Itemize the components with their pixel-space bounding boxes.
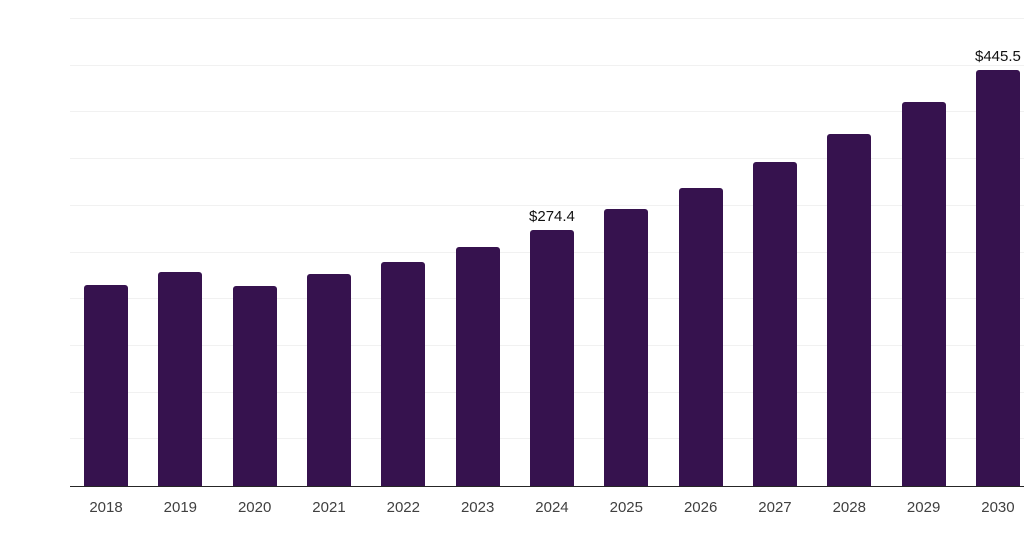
bar-2029 — [901, 101, 946, 486]
bar-2020 — [232, 285, 277, 486]
bar-value-label: $445.5 — [974, 47, 1021, 65]
x-tick-label: 2020 — [237, 499, 272, 516]
x-tick-label: 2019 — [163, 499, 198, 516]
x-tick-label: 2029 — [906, 499, 941, 516]
gridline — [70, 158, 1024, 160]
gridline — [70, 18, 1024, 19]
x-axis-tick-labels: 2018 2019 2020 2021 2022 2023 2024 2025 2026 2027… — [70, 487, 1024, 528]
bars: $274.4 $445.5 — [70, 19, 1024, 486]
bar-2023 — [455, 247, 500, 486]
x-axis-line — [70, 485, 1024, 487]
bar-value-label: $274.4 — [529, 207, 575, 225]
bar-2030: $445.5 — [975, 48, 1021, 486]
x-tick-label: 2024 — [535, 499, 569, 516]
gridline — [70, 204, 1024, 206]
bar-chart: $274.4 $445.5 2018 2019 2020 2021 2022 2023 202… — [40, 16, 1024, 528]
x-tick-label: 2026 — [683, 499, 718, 516]
gridline — [70, 111, 1024, 113]
bar-2019 — [158, 272, 203, 486]
gridline — [70, 64, 1024, 66]
x-tick-label: 2018 — [89, 499, 123, 516]
x-tick-label: 2028 — [832, 499, 866, 516]
bar-2028 — [827, 133, 872, 486]
plot-area: $274.4 $445.5 — [70, 18, 1024, 487]
x-tick-label: 2021 — [312, 499, 346, 516]
bar-2026 — [678, 188, 723, 486]
bar-2018 — [84, 285, 128, 486]
bar-2027 — [752, 162, 797, 486]
bar-2025 — [604, 209, 649, 486]
bar-2021 — [306, 274, 351, 486]
x-tick-label: 2023 — [460, 499, 495, 516]
x-tick-label: 2022 — [386, 499, 420, 516]
x-tick-label: 2030 — [981, 499, 1015, 516]
x-tick-label: 2027 — [758, 499, 792, 516]
bar-2024: $274.4 — [529, 208, 575, 486]
x-tick-label: 2025 — [609, 499, 643, 516]
bar-2022 — [381, 261, 426, 486]
